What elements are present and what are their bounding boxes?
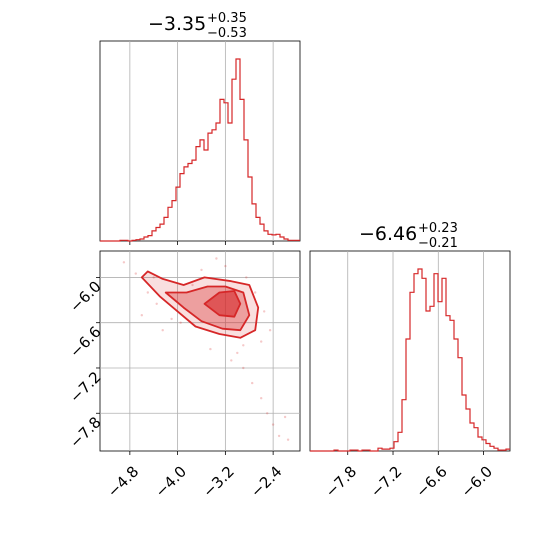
panel-top-left-histogram-line: [100, 58, 300, 242]
bottom-left-ytick-label-1: −6.6: [66, 323, 104, 361]
panel-bottom-left-frame: [99, 250, 301, 452]
sample-point-0: [122, 261, 126, 264]
panel-top-left-grid: [129, 41, 274, 241]
sample-point-6: [191, 283, 194, 287]
panel-top-left-title-lower: −0.53: [207, 26, 247, 41]
sample-point-7: [200, 268, 203, 272]
bottom-left-ytick-label-0: −6.0: [66, 277, 104, 315]
sample-point-9: [224, 264, 227, 268]
panel-top-left: −3.35 +0.35 −0.53: [99, 11, 301, 245]
sample-point-2: [146, 291, 149, 294]
bottom-left-xtick-label-3: −2.4: [247, 462, 285, 500]
panel-top-left-title-upper: +0.35: [207, 11, 247, 26]
bottom-left-xtick-label-2: −3.2: [199, 462, 237, 500]
panel-bottom-right: −7.8 −7.2 −6.6 −6.0 −6.46 +0.23 −0.21: [309, 221, 511, 501]
panel-bottom-right-title-upper: +0.23: [418, 221, 458, 236]
sample-point-13: [268, 329, 272, 332]
panel-top-left-title: −3.35: [148, 13, 206, 35]
panel-bottom-right-histogram-line: [310, 268, 510, 452]
bottom-left-ytick-label-3: −7.8: [66, 413, 104, 451]
sample-point-14: [260, 340, 263, 343]
bottom-right-xtick-label-0: −7.8: [322, 462, 360, 500]
panel-bottom-right-ticks: −7.8 −7.2 −6.6 −6.0: [322, 451, 496, 501]
bottom-right-xtick-label-3: −6.0: [458, 462, 496, 500]
sample-point-23: [140, 314, 143, 317]
panel-bottom-right-title-value: −6.46: [359, 223, 417, 245]
sample-point-18: [251, 381, 254, 385]
sample-point-21: [271, 423, 275, 426]
panel-bottom-right-grid: [347, 251, 484, 451]
sample-point-12: [263, 310, 266, 313]
bottom-right-xtick-label-1: −7.2: [367, 462, 405, 500]
sample-point-10: [245, 276, 248, 279]
sample-point-22: [277, 434, 281, 438]
sample-point-1: [134, 272, 137, 275]
panel-bottom-left-contours: [140, 270, 260, 339]
sample-point-25: [152, 276, 155, 279]
sample-point-8: [215, 257, 218, 260]
panel-bottom-left-grid: [100, 251, 300, 451]
sample-point-19: [260, 397, 263, 400]
sample-point-28: [283, 415, 287, 419]
bottom-left-ytick-label-2: −7.2: [66, 368, 104, 406]
bottom-right-xtick-label-2: −6.6: [412, 462, 450, 500]
sample-point-3: [155, 302, 158, 305]
sample-point-16: [236, 351, 239, 355]
bottom-left-xtick-label-0: −4.8: [104, 462, 142, 500]
panel-bottom-right-frame: [309, 250, 511, 452]
panel-bottom-left-samples: [122, 257, 290, 441]
panel-top-left-ticks: [129, 241, 274, 245]
panel-top-left-title-value: −3.35: [148, 13, 206, 35]
panel-bottom-right-title-lower: −0.21: [418, 236, 458, 251]
sample-point-17: [242, 366, 245, 370]
sample-point-4: [170, 317, 173, 321]
panel-bottom-left: −4.8 −4.0 −3.2 −2.4 −6.0 −6.6 −7.2 −7.8: [66, 250, 301, 501]
sample-point-29: [286, 438, 290, 441]
sample-point-15: [242, 344, 245, 347]
sample-point-24: [161, 329, 164, 332]
sample-point-26: [209, 347, 212, 351]
sample-point-27: [230, 359, 233, 362]
sample-point-20: [266, 412, 269, 415]
panel-top-left-frame: [99, 40, 301, 242]
sample-point-5: [179, 321, 182, 324]
sample-point-11: [254, 291, 257, 294]
bottom-left-xtick-label-1: −4.0: [152, 462, 190, 500]
panel-bottom-right-title: −6.46: [359, 223, 417, 245]
contour-inner: [203, 290, 242, 318]
